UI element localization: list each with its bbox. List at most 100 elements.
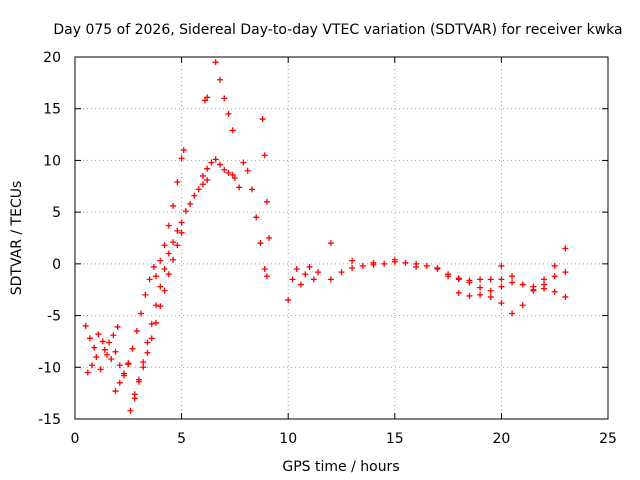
data-point [89, 362, 96, 369]
data-point [315, 269, 322, 276]
data-point [338, 269, 345, 276]
data-point [133, 328, 140, 335]
data-point [135, 378, 142, 385]
data-point [498, 300, 505, 307]
data-point [327, 276, 334, 283]
data-point [116, 362, 123, 369]
data-point [310, 276, 317, 283]
y-tick-label: 15 [43, 102, 61, 118]
data-point [477, 291, 484, 298]
y-axis-title: SDTVAR / TECUs [9, 181, 25, 296]
data-point [204, 165, 211, 172]
data-point [229, 171, 236, 178]
data-point [381, 260, 388, 267]
data-point [423, 262, 430, 269]
data-point [477, 276, 484, 283]
data-point [349, 257, 356, 264]
data-point [216, 76, 223, 83]
data-point [144, 349, 151, 356]
data-point [391, 256, 398, 263]
x-tick-label: 0 [71, 431, 80, 447]
data-point [204, 177, 211, 184]
data-point [116, 379, 123, 386]
data-point [455, 289, 462, 296]
data-point [221, 95, 228, 102]
data-point [182, 208, 189, 215]
x-tick-label: 5 [177, 431, 186, 447]
x-tick-label: 10 [279, 431, 297, 447]
data-point [165, 250, 172, 257]
data-point [178, 219, 185, 226]
data-point [138, 310, 145, 317]
data-point [153, 319, 160, 326]
data-point [225, 110, 232, 117]
data-point [253, 214, 260, 221]
data-point [562, 269, 569, 276]
series-kwka-seg2 [84, 323, 121, 376]
data-point [285, 297, 292, 304]
data-point [112, 348, 119, 355]
y-tick-label: -5 [47, 309, 61, 325]
data-point [261, 152, 268, 159]
data-point [212, 59, 219, 66]
data-point [131, 391, 138, 398]
data-point [142, 291, 149, 298]
data-point [562, 245, 569, 252]
data-point [187, 200, 194, 207]
data-point [170, 256, 177, 263]
x-tick-label: 15 [386, 431, 404, 447]
data-point [208, 159, 215, 166]
data-point [202, 97, 209, 104]
data-point [562, 293, 569, 300]
data-point [82, 322, 89, 329]
data-point [434, 266, 441, 273]
data-point [509, 279, 516, 286]
data-point [161, 287, 168, 294]
data-point [146, 276, 153, 283]
data-point [466, 277, 473, 284]
data-point [91, 344, 98, 351]
data-point [259, 116, 266, 123]
data-point [174, 227, 181, 234]
data-point [293, 266, 300, 273]
y-tick-label: 0 [52, 257, 61, 273]
data-point [97, 366, 104, 373]
data-point [302, 271, 309, 278]
data-point [509, 310, 516, 317]
data-point [178, 229, 185, 236]
data-point [261, 266, 268, 273]
data-point [106, 339, 113, 346]
data-point [129, 345, 136, 352]
data-point [170, 239, 177, 246]
data-point [93, 353, 100, 360]
data-point [248, 186, 255, 193]
data-point [551, 288, 558, 295]
data-point [487, 293, 494, 300]
data-point [236, 184, 243, 191]
data-point [153, 273, 160, 280]
x-axis-tick-labels: 0 5 10 15 20 25 [71, 431, 617, 447]
data-point [95, 331, 102, 338]
data-point [125, 360, 132, 367]
x-axis-title: GPS time / hours [282, 459, 399, 475]
series-kwka-seg10 [259, 116, 273, 241]
data-point [165, 271, 172, 278]
data-point [144, 339, 151, 346]
x-tick-label: 25 [599, 431, 617, 447]
data-point [199, 181, 206, 188]
data-point [161, 266, 168, 273]
data-point [477, 284, 484, 291]
plot-frame [74, 56, 609, 420]
data-marks [82, 59, 569, 414]
data-point [127, 407, 134, 414]
data-point [551, 262, 558, 269]
data-point [445, 273, 452, 280]
data-point [103, 351, 110, 358]
data-point [349, 264, 356, 271]
data-point [231, 175, 238, 182]
data-point [191, 192, 198, 199]
data-point [229, 127, 236, 134]
series-kwka-seg5 [153, 147, 187, 280]
data-point [216, 161, 223, 168]
data-point [266, 235, 273, 241]
